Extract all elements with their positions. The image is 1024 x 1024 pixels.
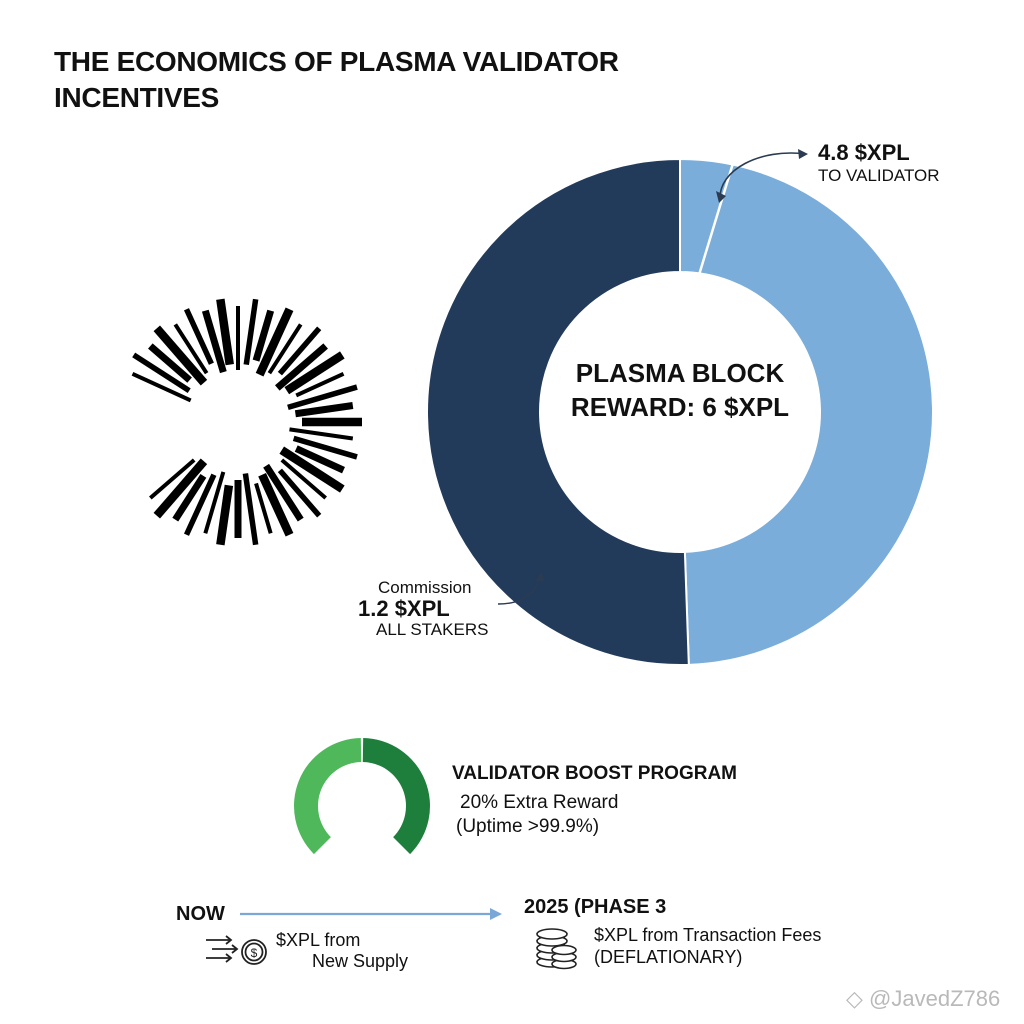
title-line-1: THE ECONOMICS OF PLASMA VALIDATOR xyxy=(54,46,619,77)
watermark: ◇ @JavedZ786 xyxy=(846,986,1000,1012)
burst-ray xyxy=(183,473,217,536)
page-title: THE ECONOMICS OF PLASMA VALIDATOR INCENT… xyxy=(54,44,694,116)
radial-burst-graphic xyxy=(131,298,362,546)
donut-slice-divider xyxy=(698,164,734,274)
burst-ray xyxy=(292,435,358,460)
burst-ray xyxy=(153,458,208,519)
burst-ray xyxy=(243,298,259,365)
boost-reward-text: 20% Extra Reward xyxy=(460,792,619,813)
burst-ray xyxy=(258,472,294,537)
commission-label: Commission xyxy=(378,578,472,597)
burst-ray xyxy=(280,458,327,500)
burst-ray xyxy=(173,323,209,375)
timeline-future-label: 2025 (PHASE 3 xyxy=(524,896,667,918)
now-text-line-1: $XPL from xyxy=(276,930,361,950)
burst-ray xyxy=(294,445,345,474)
validator-value-label: 4.8 $XPL xyxy=(818,140,910,165)
burst-ray xyxy=(277,468,322,518)
burst-ray xyxy=(287,384,358,410)
future-text-line-2: (DEFLATIONARY) xyxy=(594,947,743,967)
donut-chart xyxy=(426,157,934,666)
donut-hole xyxy=(541,273,819,551)
stakers-value-label: 1.2 $XPL xyxy=(358,596,450,621)
burst-ray xyxy=(277,326,322,376)
boost-uptime-text: (Uptime >99.9%) xyxy=(456,816,600,837)
gauge-segment-light xyxy=(294,738,362,855)
burst-ray xyxy=(255,307,294,377)
burst-ray xyxy=(216,484,234,546)
boost-gauge xyxy=(294,738,430,855)
watermark-text: @JavedZ786 xyxy=(869,986,1001,1011)
burst-ray xyxy=(153,325,208,386)
validator-callout-arrow-tail xyxy=(716,191,726,203)
burst-ray xyxy=(289,427,354,441)
burst-ray xyxy=(294,402,354,418)
center-label-line-2: REWARD: 6 $XPL xyxy=(570,392,790,422)
watermark-logo-icon: ◇ xyxy=(846,986,863,1011)
burst-ray xyxy=(216,298,234,366)
timeline-arrowhead xyxy=(490,908,502,920)
money-transfer-icon: $ xyxy=(206,935,267,965)
burst-ray xyxy=(132,352,191,393)
now-text-line-2: New Supply xyxy=(312,951,409,971)
gauge-segment-dark xyxy=(362,738,430,855)
burst-ray xyxy=(172,473,207,522)
burst-ray xyxy=(203,471,226,534)
burst-ray xyxy=(242,473,259,546)
burst-ray xyxy=(279,446,345,493)
burst-ray xyxy=(275,343,328,391)
title-line-2: INCENTIVES xyxy=(54,82,220,113)
svg-text:$: $ xyxy=(251,946,258,960)
burst-ray xyxy=(254,482,273,534)
center-label-line-1: PLASMA BLOCK xyxy=(575,358,785,388)
burst-ray xyxy=(183,308,214,365)
future-text-line-1: $XPL from Transaction Fees xyxy=(594,925,822,945)
validator-callout-arrowhead xyxy=(798,149,808,159)
burst-ray xyxy=(201,309,227,374)
burst-ray xyxy=(252,309,275,362)
stakers-callout-arrowhead xyxy=(535,572,545,582)
burst-ray xyxy=(131,371,192,403)
burst-ray xyxy=(263,463,304,522)
donut-slice-stakers xyxy=(426,157,690,666)
burst-ray xyxy=(267,323,303,375)
burst-ray xyxy=(148,343,192,383)
boost-title: VALIDATOR BOOST PROGRAM xyxy=(452,763,737,784)
stakers-text-label: ALL STAKERS xyxy=(376,620,489,639)
burst-ray xyxy=(149,458,196,500)
timeline-now-label: NOW xyxy=(176,903,225,925)
validator-text-label: TO VALIDATOR xyxy=(818,166,940,185)
burst-ray xyxy=(295,371,345,398)
burst-ray xyxy=(284,351,345,395)
donut-slice-validator xyxy=(679,157,934,666)
donut-center-label: PLASMA BLOCK REWARD: 6 $XPL xyxy=(545,356,815,424)
validator-callout-arrow xyxy=(719,152,807,201)
coin-stack-icon xyxy=(536,928,577,970)
